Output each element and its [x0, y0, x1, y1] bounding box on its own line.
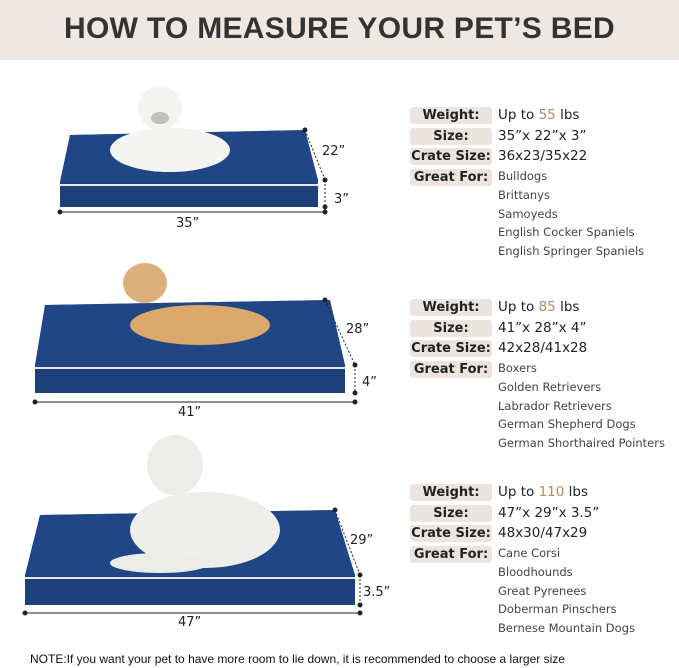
- dog-golden-retriever: [130, 305, 270, 345]
- bed-3-width: 47”: [178, 615, 202, 630]
- bed-2-illustration: [32, 263, 358, 405]
- breed-item: Bulldogs: [498, 168, 548, 183]
- breed-item: Bloodhounds: [498, 564, 573, 579]
- note-text: NOTE:If you want your pet to have more r…: [30, 652, 565, 666]
- great-for-label: Great For:: [410, 168, 492, 186]
- size-value: 35”x 22”x 3”: [498, 127, 587, 144]
- breed-item: Brittanys: [498, 187, 550, 202]
- breed-item: Bernese Mountain Dogs: [498, 620, 635, 635]
- weight-label: Weight:: [410, 299, 492, 316]
- dog-samoyed: [110, 128, 230, 172]
- size-label: Size:: [410, 319, 492, 337]
- crate-size-value: 48x30/47x29: [498, 525, 588, 541]
- breed-item: English Cocker Spaniels: [498, 224, 635, 239]
- spec-block-2: Weight: Up to 85 lbs Size: 41”x 28”x 4” Cr…: [410, 298, 679, 450]
- crate-size-value: 36x23/35x22: [498, 148, 588, 164]
- weight-value: Up to 85 lbs: [498, 299, 580, 315]
- bed-2-depth: 28”: [346, 322, 370, 337]
- bed-2-width: 41”: [178, 405, 202, 420]
- breed-item: Boxers: [498, 360, 537, 375]
- breed-item: Samoyeds: [498, 206, 558, 221]
- breed-item: Labrador Retrievers: [498, 398, 612, 413]
- size-value: 41”x 28”x 4”: [498, 319, 587, 336]
- breed-item: Great Pyrenees: [498, 583, 587, 598]
- bed-2-height: 4”: [362, 375, 378, 390]
- crate-size-label: Crate Size:: [410, 525, 492, 542]
- breed-item: German Shepherd Dogs: [498, 416, 636, 431]
- bed-1-depth: 22”: [322, 144, 346, 159]
- bed-3-depth: 29”: [350, 533, 374, 548]
- crate-size-value: 42x28/41x28: [498, 340, 588, 356]
- spec-block-1: Weight: Up to 55 lbs Size: 35”x 22”x 3” Cr…: [410, 106, 679, 258]
- crate-size-label: Crate Size:: [410, 148, 492, 165]
- crate-size-label: Crate Size:: [410, 340, 492, 357]
- dog-great-pyrenees: [130, 492, 280, 568]
- header-band: [0, 0, 679, 60]
- weight-label: Weight:: [410, 107, 492, 124]
- weight-value: Up to 55 lbs: [498, 107, 580, 123]
- great-for-label: Great For:: [410, 360, 492, 378]
- weight-label: Weight:: [410, 484, 492, 501]
- size-label: Size:: [410, 504, 492, 522]
- bed-1-height: 3”: [334, 192, 350, 207]
- bed-3-height: 3.5”: [363, 585, 391, 600]
- breed-item: English Springer Spaniels: [498, 243, 645, 258]
- breed-item: Cane Corsi: [498, 545, 561, 560]
- breed-item: Golden Retrievers: [498, 379, 602, 394]
- breed-item: Doberman Pinschers: [498, 601, 617, 616]
- breed-item: German Shorthaired Pointers: [498, 435, 665, 450]
- size-label: Size:: [410, 127, 492, 145]
- bed-3-illustration: [22, 435, 363, 616]
- bed-1-width: 35”: [176, 216, 200, 231]
- spec-block-3: Weight: Up to 110 lbs Size: 47”x 29”x 3.5”…: [410, 483, 679, 635]
- page-title: HOW TO MEASURE YOUR PET’S BED: [64, 12, 615, 45]
- great-for-label: Great For:: [410, 545, 492, 563]
- weight-value: Up to 110 lbs: [498, 484, 589, 500]
- size-value: 47”x 29”x 3.5”: [498, 504, 600, 521]
- bed-1-illustration: [57, 86, 328, 215]
